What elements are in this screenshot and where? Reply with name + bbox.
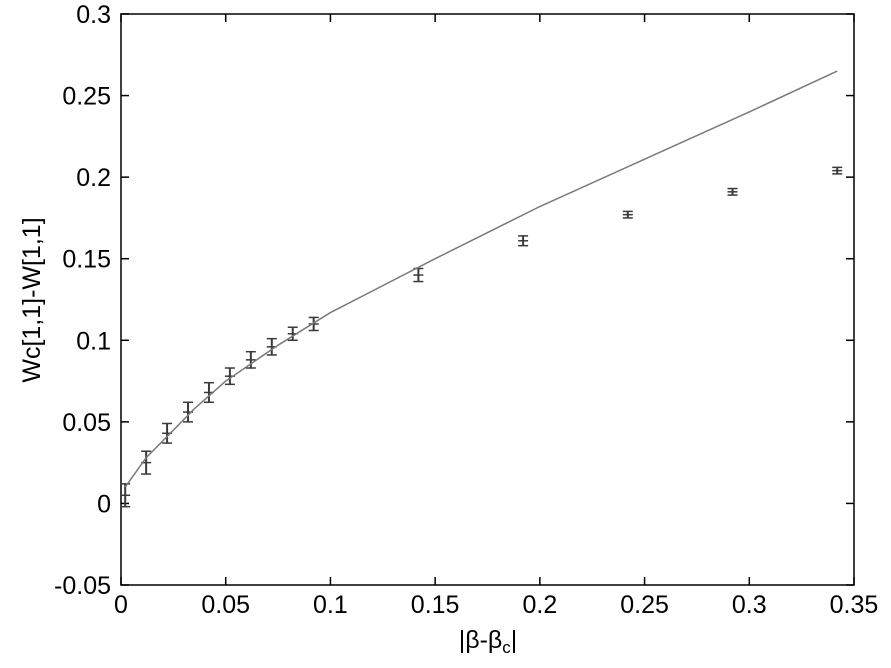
- y-tick-label: 0.2: [76, 164, 111, 192]
- curve: [124, 70, 838, 488]
- y-tick-label: 0.25: [62, 83, 111, 111]
- y-tick-label: 0.15: [62, 246, 111, 274]
- plot-frame: [120, 13, 855, 586]
- x-label-subscript: c: [502, 638, 511, 657]
- x-tick-label: 0.2: [522, 591, 557, 619]
- x-label-part: |β-β: [459, 626, 503, 654]
- x-tick-label: 0.1: [313, 591, 348, 619]
- x-label-part: |: [511, 626, 518, 654]
- x-tick-label: 0.3: [732, 591, 767, 619]
- y-axis-label: Wc[1,1]-W[1,1]: [18, 217, 46, 382]
- x-tick-label: 0: [114, 591, 128, 619]
- x-axis-label: |β-βc|: [459, 626, 518, 657]
- x-tick-label: 0.05: [201, 591, 250, 619]
- y-tick-label: 0: [97, 490, 111, 518]
- y-tick-label: 0.05: [62, 409, 111, 437]
- x-tick-label: 0.25: [620, 591, 669, 619]
- x-tick-label: 0.15: [411, 591, 460, 619]
- x-tick-label: 0.35: [830, 591, 879, 619]
- y-tick-label: 0.3: [76, 1, 111, 29]
- y-tick-label: -0.05: [54, 572, 111, 600]
- y-tick-label: 0.1: [76, 327, 111, 355]
